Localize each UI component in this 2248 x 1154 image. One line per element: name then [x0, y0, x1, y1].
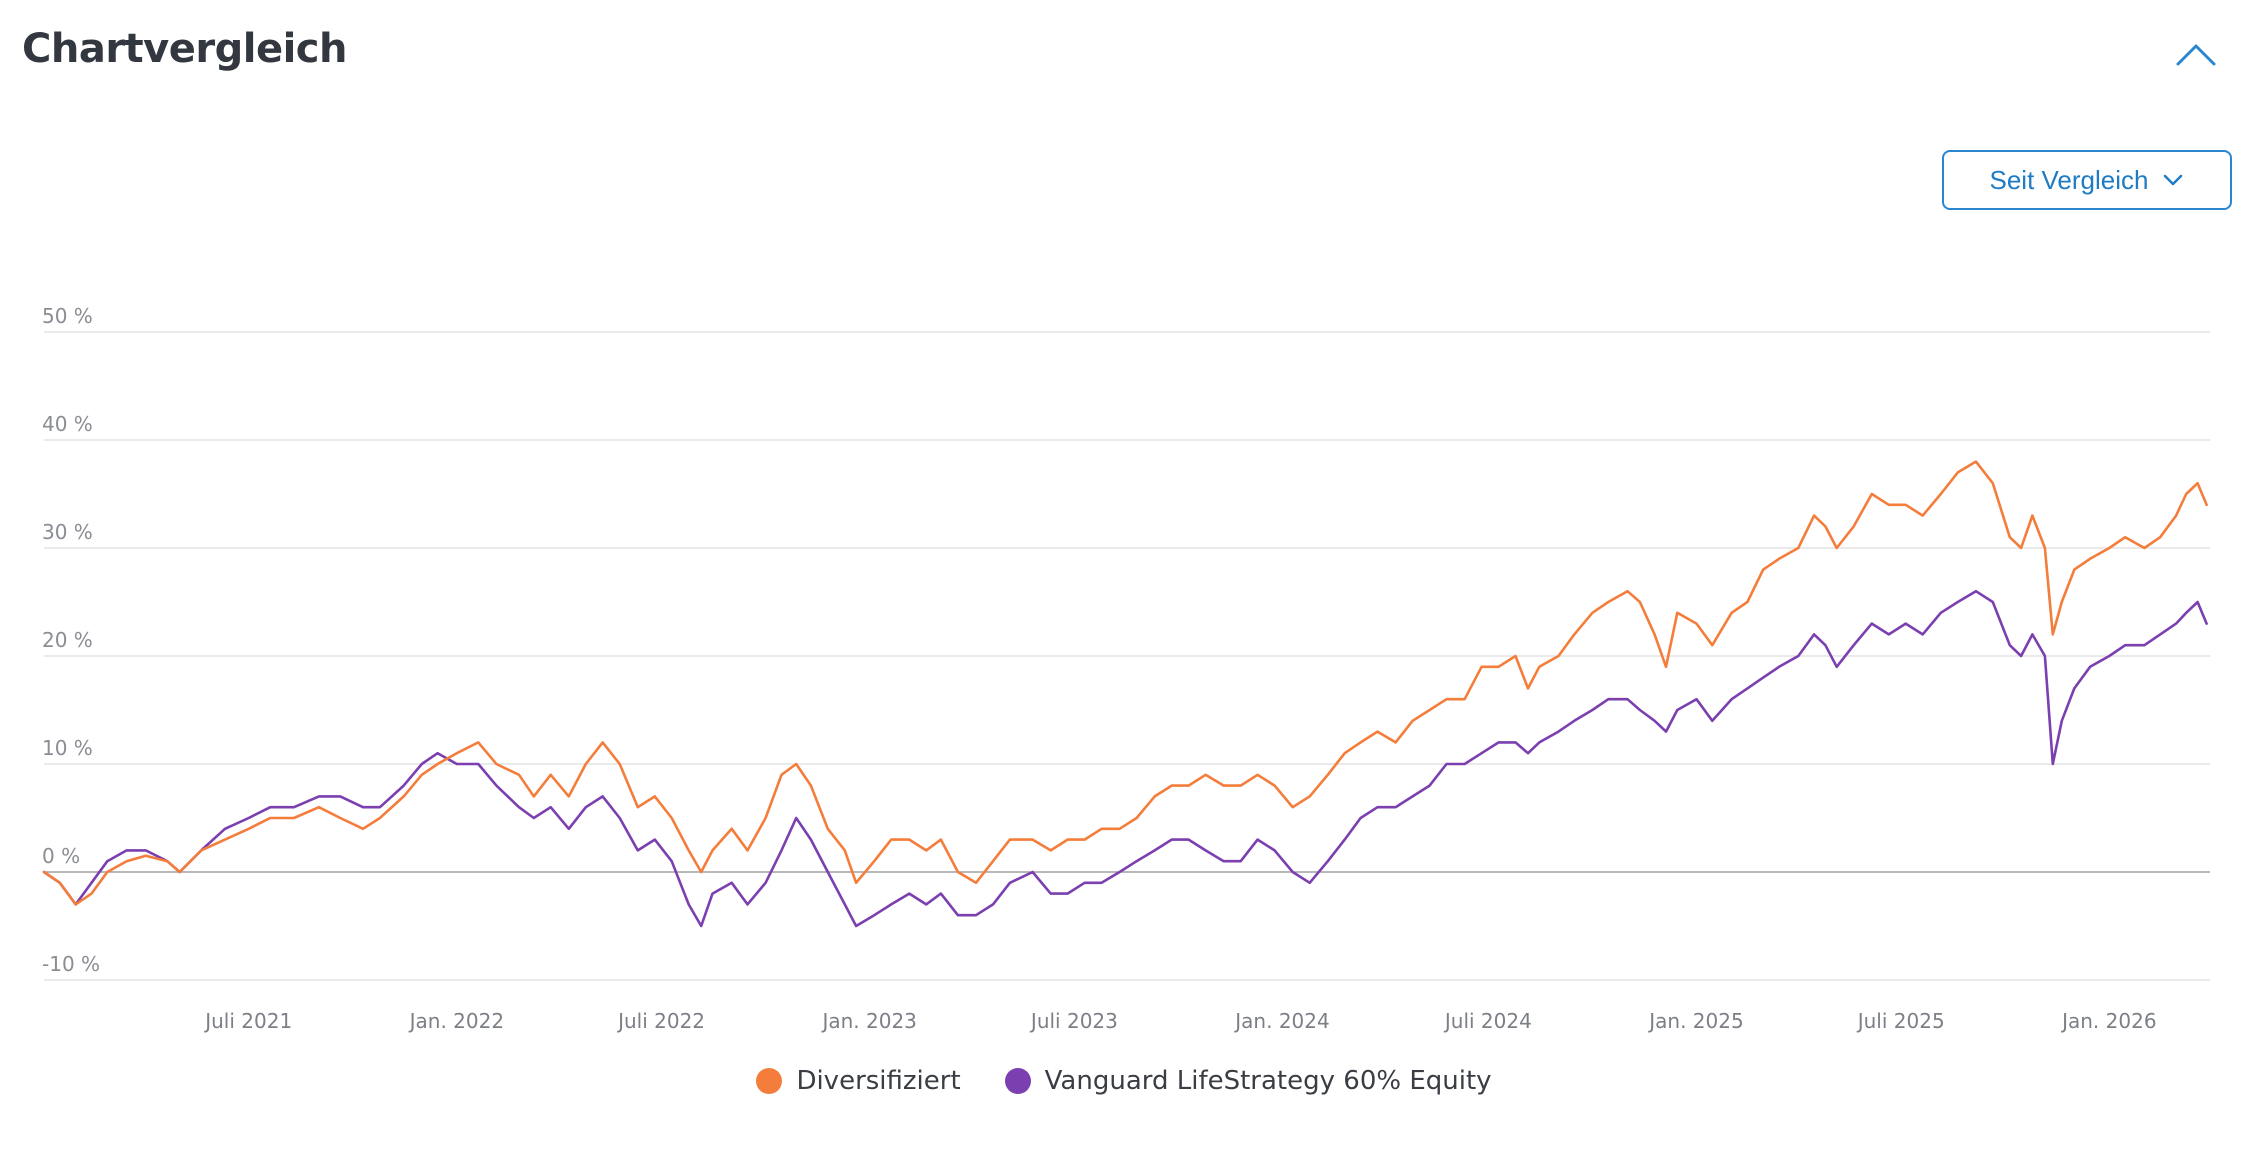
x-tick-label: Jan. 2026 [2060, 1009, 2156, 1033]
x-tick-label: Jan. 2025 [1647, 1009, 1743, 1033]
legend-label-diversifiziert: Diversifiziert [796, 1066, 961, 1096]
chart-legend: Diversifiziert Vanguard LifeStrategy 60%… [0, 1066, 2248, 1096]
range-dropdown-label: Seit Vergleich [1989, 164, 2149, 195]
y-tick-label: 50 % [42, 304, 93, 328]
collapse-button[interactable] [2168, 36, 2224, 76]
y-tick-label: -10 % [42, 952, 100, 976]
legend-dot-diversifiziert [756, 1068, 783, 1094]
y-tick-label: 30 % [42, 520, 93, 544]
y-tick-label: 40 % [42, 412, 93, 436]
chevron-down-icon [2164, 174, 2183, 186]
x-tick-label: Juli 2023 [1029, 1009, 1118, 1033]
x-tick-label: Jan. 2023 [820, 1009, 916, 1033]
comparison-chart: -10 % 0 % 10 % 20 % 30 % 40 % 50 % Juli 2021 Jan… [42, 304, 2210, 1033]
legend-dot-vanguard [1004, 1068, 1031, 1094]
y-tick-label: 0 % [42, 844, 80, 868]
x-tick-label: Juli 2024 [1443, 1009, 1532, 1033]
series-line-vanguard[interactable] [42, 589, 2208, 928]
y-tick-label: 10 % [42, 736, 93, 760]
x-tick-label: Juli 2021 [203, 1009, 292, 1033]
series-line-diversifiziert[interactable] [42, 460, 2208, 906]
x-tick-label: Jan. 2024 [1233, 1009, 1329, 1033]
page-title: Chartvergleich [22, 26, 347, 72]
x-tick-label: Juli 2022 [616, 1009, 705, 1033]
y-tick-label: 20 % [42, 628, 93, 652]
x-tick-label: Jan. 2022 [408, 1009, 504, 1033]
legend-item-diversifiziert[interactable]: Diversifiziert [756, 1066, 961, 1096]
chevron-up-icon [2176, 44, 2216, 66]
legend-item-vanguard[interactable]: Vanguard LifeStrategy 60% Equity [1004, 1066, 1492, 1096]
range-dropdown[interactable]: Seit Vergleich [1942, 150, 2232, 210]
legend-label-vanguard: Vanguard LifeStrategy 60% Equity [1044, 1066, 1492, 1096]
x-tick-label: Juli 2025 [1856, 1009, 1945, 1033]
